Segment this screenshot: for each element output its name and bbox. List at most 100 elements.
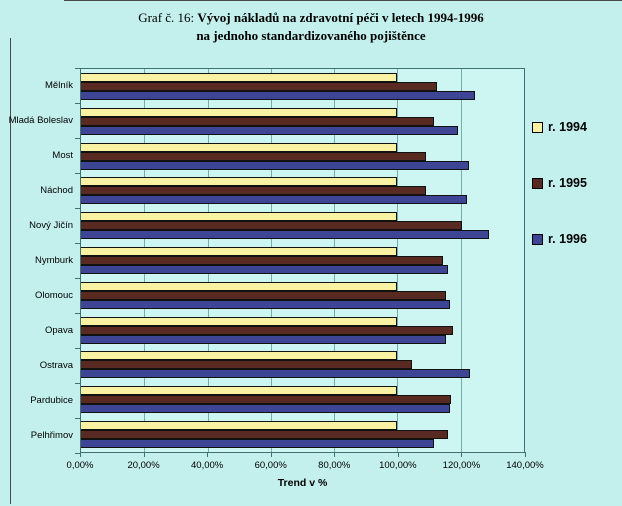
x-tick-label: 100,00% [379, 460, 417, 471]
bar-r-1994 [81, 421, 398, 431]
bar-group [81, 69, 524, 104]
y-tick [75, 278, 80, 279]
bar-r-1994 [81, 212, 398, 222]
bar-r-1996 [81, 195, 468, 205]
bar-group [81, 313, 524, 348]
bar-r-1995 [81, 395, 452, 405]
x-tick [334, 452, 336, 457]
y-axis-tick-marks [75, 68, 80, 454]
bar-r-1994 [81, 177, 398, 187]
plot-area [80, 68, 525, 453]
bar-r-1996 [81, 125, 458, 135]
legend-label: r. 1996 [548, 232, 587, 246]
bar-r-1995 [81, 360, 412, 370]
chart-title-line2: na jednoho standardizovaného pojištěnce [196, 27, 426, 43]
y-tick [75, 313, 80, 314]
bar-r-1996 [81, 404, 450, 414]
category-label: Nymburk [34, 255, 73, 266]
bar-r-1996 [81, 439, 434, 449]
category-label: Mělník [45, 80, 73, 91]
y-tick [75, 68, 80, 69]
y-tick [75, 208, 80, 209]
x-tick-label: 60,00% [254, 460, 287, 471]
x-tick-label: 0,00% [66, 460, 94, 471]
bar-group [81, 348, 524, 383]
bar-group [81, 417, 524, 452]
legend: r. 1994 r. 1995 r. 1996 [532, 120, 587, 246]
bar-group [81, 243, 524, 278]
category-label: Náchod [40, 185, 73, 196]
gridline [460, 69, 462, 452]
category-label: Most [52, 150, 73, 161]
bar-r-1995 [81, 81, 437, 91]
y-tick [75, 453, 80, 454]
bar-r-1996 [81, 264, 449, 274]
bar-r-1994 [81, 281, 398, 291]
chart-title: Graf č. 16: Vývoj nákladů na zdravotní p… [0, 9, 622, 44]
bar-r-1995 [81, 116, 434, 126]
x-tick-label: 80,00% [318, 460, 351, 471]
bar-r-1996 [81, 230, 490, 240]
x-axis-tick-marks [80, 452, 526, 457]
y-axis-labels: Mělník Mladá Boleslav Most Náchod Nový Jičín… [0, 68, 73, 453]
category-label: Opava [45, 325, 73, 336]
legend-swatch [532, 121, 543, 133]
bar-r-1996 [81, 299, 450, 309]
x-tick [80, 452, 81, 457]
bar-r-1995 [81, 221, 463, 231]
bar-r-1996 [81, 160, 469, 170]
bar-r-1996 [81, 90, 475, 100]
x-tick-label: 20,00% [127, 460, 160, 471]
bar-r-1994 [81, 72, 398, 82]
bar-r-1995 [81, 255, 444, 265]
category-label: Mladá Boleslav [8, 115, 73, 126]
x-axis-title: Trend v % [277, 477, 328, 489]
x-tick [397, 452, 399, 457]
bar-group [81, 139, 524, 174]
legend-swatch [532, 177, 543, 189]
legend-label: r. 1995 [548, 176, 587, 190]
bar-group [81, 173, 524, 208]
bar-group [81, 104, 524, 139]
bar-r-1995 [81, 186, 426, 196]
category-label: Pelhřimov [30, 430, 73, 441]
chart-title-main: Vývoj nákladů na zdravotní péči v letech… [197, 10, 484, 25]
chart-title-line1: Graf č. 16: Vývoj nákladů na zdravotní p… [0, 9, 622, 27]
category-label: Ostrava [39, 360, 73, 371]
x-tick [461, 452, 463, 457]
x-tick [270, 452, 272, 457]
y-tick [75, 138, 80, 139]
y-tick [75, 243, 80, 244]
bar-r-1996 [81, 369, 471, 379]
y-tick [75, 348, 80, 349]
bar-r-1995 [81, 325, 453, 335]
category-label: Olomouc [34, 290, 73, 301]
legend-item: r. 1995 [532, 176, 587, 190]
frame-line-top [64, 0, 622, 1]
y-tick [75, 383, 80, 384]
legend-item: r. 1996 [532, 232, 587, 246]
category-label: Pardubice [30, 395, 73, 406]
category-label: Nový Jičín [29, 220, 73, 231]
bar-r-1994 [81, 386, 398, 396]
x-tick [525, 452, 526, 457]
x-tick-label: 40,00% [191, 460, 224, 471]
bar-r-1996 [81, 334, 447, 344]
bar-r-1995 [81, 290, 447, 300]
y-tick [75, 103, 80, 104]
bar-group [81, 382, 524, 417]
bar-r-1994 [81, 351, 398, 361]
bar-group [81, 278, 524, 313]
legend-item: r. 1994 [532, 120, 587, 134]
bar-r-1994 [81, 246, 398, 256]
bar-r-1994 [81, 316, 398, 326]
chart-title-prefix: Graf č. 16: [138, 10, 195, 25]
legend-swatch [532, 233, 543, 245]
x-tick [207, 452, 209, 457]
bar-r-1995 [81, 430, 449, 440]
bar-group [81, 208, 524, 243]
y-tick [75, 418, 80, 419]
legend-label: r. 1994 [548, 120, 587, 134]
bar-r-1995 [81, 151, 426, 161]
